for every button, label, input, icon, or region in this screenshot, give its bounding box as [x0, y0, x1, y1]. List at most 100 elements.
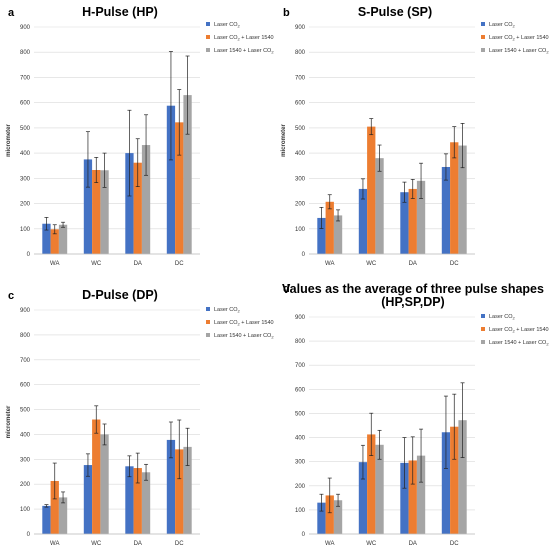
bar: [83, 465, 93, 534]
y-tick-label: 300: [295, 176, 306, 182]
legend-swatch: [481, 48, 485, 52]
y-tick-label: 800: [295, 339, 306, 345]
bar: [166, 105, 176, 255]
legend-label: Laser CO2: [489, 22, 516, 29]
bar: [58, 224, 68, 254]
y-tick-label: 700: [20, 75, 31, 81]
x-tick-label: DC: [175, 541, 184, 547]
legend-label-main: Laser CO: [489, 314, 513, 320]
legend-label: Laser 1540 + Laser CO2: [489, 340, 549, 347]
bar: [367, 434, 376, 534]
legend-label-suffix: + Laser 1540: [240, 35, 274, 41]
bar: [100, 170, 109, 254]
bar: [408, 188, 417, 254]
bar: [450, 142, 459, 254]
legend-label-subscript: 2: [513, 316, 516, 321]
bar: [400, 192, 409, 254]
x-tick-label: WA: [50, 541, 59, 547]
bar: [100, 434, 109, 534]
bar: [42, 223, 51, 254]
legend-label: Laser CO2: [214, 22, 241, 29]
y-tick-label: 0: [27, 532, 31, 538]
y-tick-label: 200: [295, 202, 306, 208]
y-tick-label: 600: [295, 387, 306, 393]
legend-label-main: Laser 1540 + Laser CO: [489, 48, 547, 54]
legend-label-main: Laser CO: [489, 35, 513, 41]
chart-title: Values as the average of three pulse sha…: [282, 282, 544, 296]
bar: [325, 495, 334, 534]
legend-swatch: [481, 35, 485, 39]
bar: [367, 126, 376, 254]
legend-label-main: Laser 1540 + Laser CO: [214, 48, 272, 54]
chart-svg: c D-Pulse (DP) 0 100 200 300 400 500 600 700 800 90…: [6, 288, 274, 547]
y-tick-label: 600: [20, 101, 31, 107]
bar: [358, 188, 368, 254]
y-tick-label: 900: [295, 315, 306, 321]
legend-label-subscript: 2: [513, 329, 516, 334]
x-tick-label: DA: [409, 261, 417, 267]
y-tick-label: 500: [295, 126, 306, 132]
bar: [458, 145, 467, 254]
y-tick-label: 200: [20, 202, 31, 208]
x-tick-label: DC: [175, 261, 184, 267]
bar: [325, 201, 334, 254]
legend-label: Laser CO2 + Laser 1540: [489, 327, 549, 334]
bar: [58, 497, 68, 534]
y-tick-label: 400: [20, 432, 31, 438]
y-tick-label: 800: [20, 50, 31, 56]
bar: [92, 419, 101, 534]
legend-label-subscript: 2: [546, 342, 549, 347]
y-tick-label: 400: [20, 151, 31, 157]
chart-panel-c: c D-Pulse (DP) 0 100 200 300 400 500 600 700 800 90…: [0, 280, 275, 547]
bar: [408, 460, 417, 534]
chart-svg: b S-Pulse (SP) 0 100 200 300 400 500 600 700 800 90…: [281, 5, 549, 267]
legend-label-subscript: 2: [238, 37, 241, 42]
bar: [166, 439, 176, 534]
legend-label-main: Laser 1540 + Laser CO: [489, 340, 547, 346]
y-tick-label: 300: [20, 457, 31, 463]
legend-label-subscript: 2: [513, 37, 516, 42]
y-tick-label: 500: [20, 126, 31, 132]
y-tick-label: 300: [20, 176, 31, 182]
chart-title: H-Pulse (HP): [82, 5, 158, 19]
y-tick-label: 600: [295, 101, 306, 107]
y-tick-label: 100: [20, 507, 31, 513]
legend-label: Laser CO2: [489, 314, 516, 321]
bar: [183, 95, 192, 254]
y-axis-label: micrometer: [281, 123, 287, 156]
bar: [375, 158, 384, 254]
legend-label-subscript: 2: [238, 322, 241, 327]
y-tick-label: 0: [302, 252, 306, 258]
bar: [83, 159, 93, 254]
x-tick-label: DA: [134, 541, 142, 547]
bar: [92, 170, 101, 254]
bar: [441, 166, 451, 254]
chart-title: S-Pulse (SP): [358, 5, 432, 19]
y-tick-label: 600: [20, 383, 31, 389]
y-tick-label: 700: [20, 358, 31, 364]
legend-label-subscript: 2: [513, 24, 516, 29]
bar: [175, 122, 184, 254]
legend-swatch: [206, 333, 210, 337]
bar: [42, 505, 51, 534]
legend-label: Laser 1540 + Laser CO2: [214, 333, 274, 340]
legend-swatch: [206, 307, 210, 311]
bar: [441, 432, 451, 534]
legend-swatch: [481, 314, 485, 318]
y-tick-label: 800: [295, 50, 306, 56]
bar: [175, 449, 184, 534]
x-tick-label: WA: [50, 261, 59, 267]
bar: [358, 462, 368, 534]
legend-label-main: Laser CO: [489, 327, 513, 333]
x-tick-label: WC: [91, 541, 102, 547]
bar: [317, 217, 326, 254]
legend-label-subscript: 2: [546, 50, 549, 55]
x-tick-label: WC: [366, 261, 377, 267]
bar: [133, 162, 142, 254]
y-tick-label: 300: [295, 460, 306, 466]
bar: [333, 500, 343, 534]
y-tick-label: 100: [20, 227, 31, 233]
panel-label: b: [283, 7, 290, 19]
bar: [450, 426, 459, 534]
